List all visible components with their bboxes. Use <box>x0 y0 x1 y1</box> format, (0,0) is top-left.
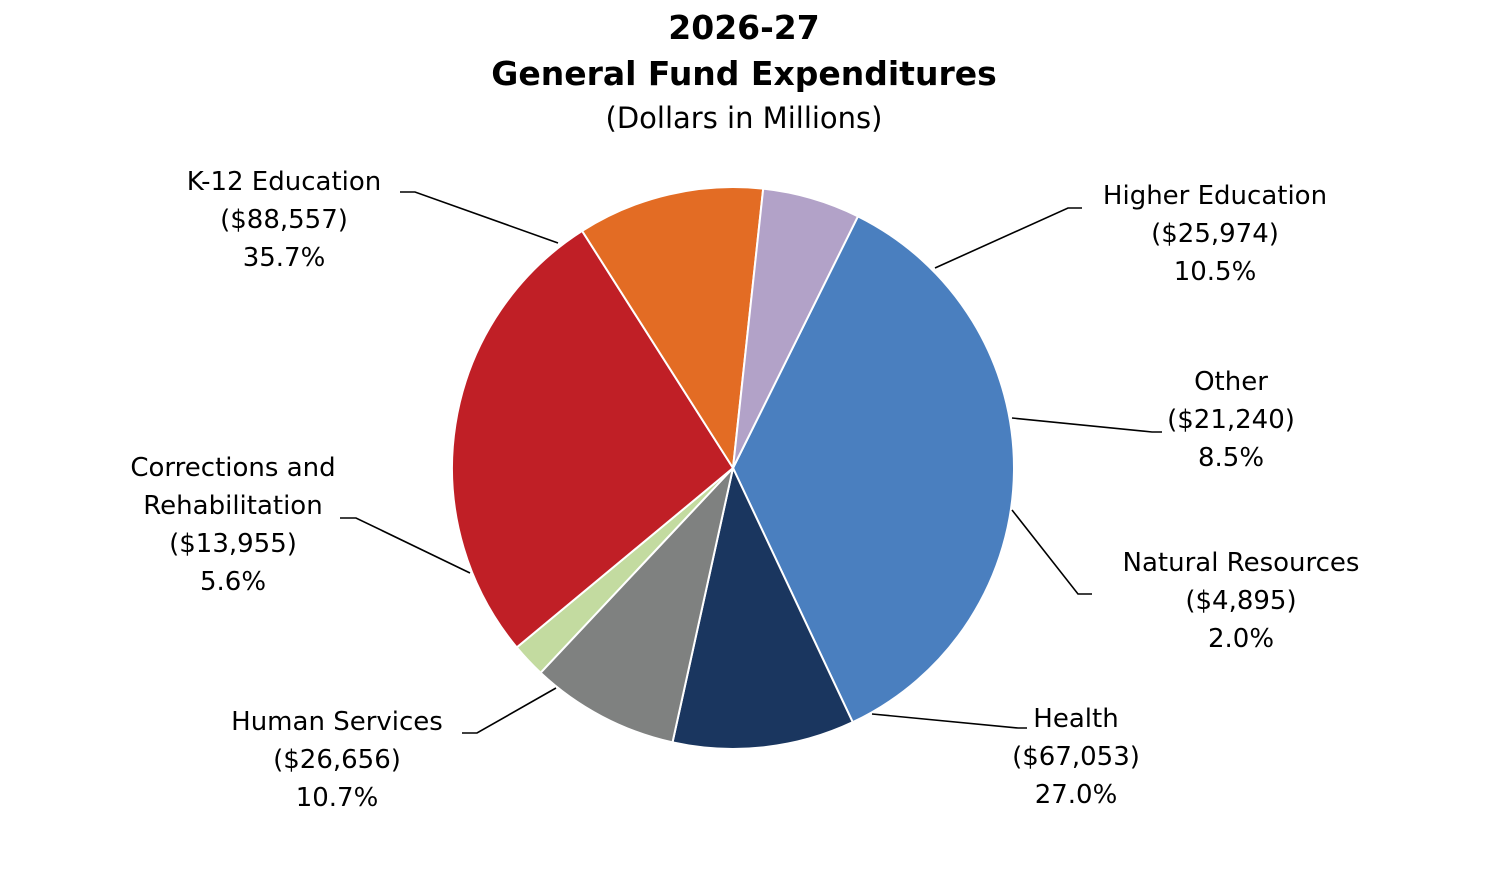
slice-percent: 27.0% <box>1034 780 1118 810</box>
pie-slice-other <box>539 464 735 744</box>
slice-percent: 10.7% <box>295 783 379 813</box>
chart-subtitle: General Fund Expenditures <box>491 54 997 93</box>
data-label: Other ($21,240) 8.5% <box>1071 363 1391 477</box>
data-label: Human Services ($26,656) 10.7% <box>177 703 497 817</box>
slice-value: ($21,240) <box>1167 405 1295 435</box>
leader-line <box>1011 509 1092 595</box>
slice-name: Human Services <box>231 707 443 737</box>
slice-name: Health <box>1033 704 1119 734</box>
slice-name: Corrections and <box>130 453 336 483</box>
data-label: Corrections and Rehabilitation ($13,955) 5.… <box>73 449 393 601</box>
slice-value: ($88,557) <box>220 205 348 235</box>
slice-percent: 5.6% <box>199 567 267 597</box>
pie-slice-corrections-and-rehabilitation <box>732 187 860 469</box>
leader-line <box>934 207 1082 269</box>
slice-name: Other <box>1194 367 1268 397</box>
leader-line <box>400 191 559 244</box>
leader-line <box>871 713 1027 729</box>
slice-value: ($13,955) <box>169 529 297 559</box>
pie-slice-k-12-education <box>731 214 1015 724</box>
slice-value: ($25,974) <box>1151 219 1279 249</box>
slice-name: Higher Education <box>1102 181 1328 211</box>
slice-value: ($4,895) <box>1185 586 1297 616</box>
slice-name: K-12 Education <box>186 167 382 197</box>
pie-slice-human-services <box>580 186 765 471</box>
data-label: K-12 Education ($88,557) 35.7% <box>124 163 444 277</box>
pie-slice-health <box>451 229 735 649</box>
data-label: Higher Education ($25,974) 10.5% <box>1055 177 1375 291</box>
leader-line <box>340 517 471 574</box>
slice-name: Natural Resources <box>1122 548 1360 578</box>
slice-percent: 35.7% <box>242 243 326 273</box>
slice-percent: 10.5% <box>1173 257 1257 287</box>
leader-line <box>462 687 557 734</box>
leader-line <box>1011 417 1162 433</box>
slice-percent: 2.0% <box>1207 624 1275 654</box>
chart-unit-note: (Dollars in Millions) <box>605 101 883 135</box>
data-label: Health ($67,053) 27.0% <box>916 700 1236 814</box>
slice-value: ($67,053) <box>1012 742 1140 772</box>
slice-name: Rehabilitation <box>143 491 323 521</box>
chart-title: 2026-27 <box>668 8 820 47</box>
slice-percent: 8.5% <box>1197 443 1265 473</box>
slice-value: ($26,656) <box>273 745 401 775</box>
data-label: Natural Resources ($4,895) 2.0% <box>1081 544 1401 658</box>
